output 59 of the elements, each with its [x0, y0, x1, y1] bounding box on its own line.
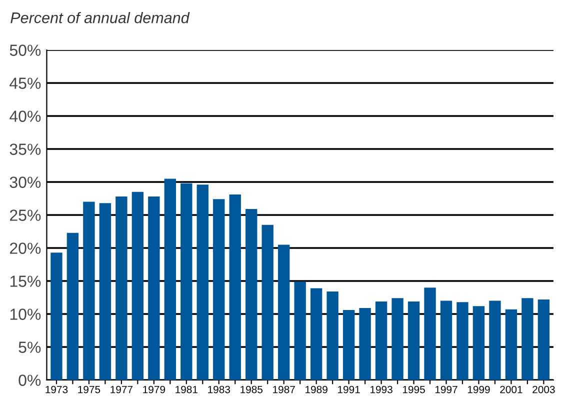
y-tick-label: 25%	[10, 210, 41, 221]
x-tick-label: 1999	[468, 386, 490, 394]
bar	[408, 301, 420, 380]
x-tick-label: 1987	[273, 386, 295, 394]
y-tick-label: 30%	[10, 176, 41, 188]
x-tick-label: 1995	[402, 386, 425, 394]
x-tick-label: 1989	[306, 386, 328, 394]
bar	[66, 232, 79, 380]
bar	[262, 224, 274, 380]
bar	[359, 308, 371, 380]
bar	[213, 199, 225, 380]
y-tick-label: 35%	[10, 144, 41, 155]
y-tick-label: 20%	[10, 242, 41, 254]
x-tick-label: 2003	[532, 386, 555, 394]
bar	[472, 306, 485, 380]
y-tick-label: 45%	[10, 78, 41, 89]
bar	[456, 302, 468, 380]
bar	[83, 202, 95, 380]
bar	[310, 288, 322, 380]
y-tick-label: 5%	[18, 342, 41, 353]
bar	[229, 194, 241, 380]
y-axis-title: Percent of annual demand	[10, 12, 190, 24]
bar	[246, 209, 258, 380]
y-tick-label: 50%	[10, 44, 41, 56]
bar	[180, 183, 192, 380]
x-tick-label: 1991	[338, 386, 360, 394]
bar	[132, 192, 144, 380]
bar	[424, 288, 436, 380]
bar	[489, 300, 501, 380]
bar	[99, 203, 112, 380]
y-tick-label: 0%	[18, 374, 41, 386]
x-tick-label: 1973	[46, 386, 68, 394]
bar	[375, 301, 388, 380]
bar	[294, 282, 306, 380]
x-tick-label: 2001	[500, 386, 522, 394]
x-tick-label: 1975	[78, 386, 100, 394]
bar	[522, 298, 534, 380]
bar	[116, 196, 128, 380]
y-tick-label: 40%	[10, 110, 41, 122]
x-tick-label: 1997	[435, 386, 458, 394]
bar	[164, 178, 176, 380]
bar	[326, 292, 338, 380]
x-tick-label: 1981	[176, 386, 198, 394]
bar	[505, 309, 518, 380]
y-tick-label: 10%	[10, 308, 41, 320]
x-tick-label: 1977	[110, 386, 132, 394]
bar	[148, 196, 160, 380]
x-tick-label: 1983	[208, 386, 230, 394]
bar	[50, 252, 62, 380]
bar	[538, 299, 550, 380]
x-tick-label: 1985	[240, 386, 263, 394]
bar	[392, 298, 404, 380]
bar	[278, 244, 290, 380]
bar	[196, 184, 208, 380]
x-tick-label: 1993	[370, 386, 392, 394]
y-tick-label: 15%	[10, 276, 41, 287]
bar	[440, 300, 452, 380]
x-tick-label: 1979	[143, 386, 166, 394]
bar	[342, 310, 355, 380]
